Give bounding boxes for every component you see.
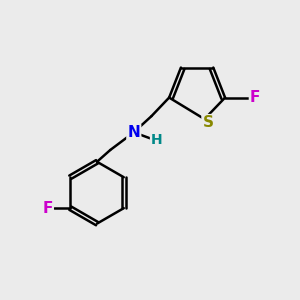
Text: N: N (128, 125, 140, 140)
Text: F: F (42, 201, 53, 216)
Text: H: H (151, 133, 163, 147)
Text: F: F (250, 90, 260, 105)
Text: S: S (202, 115, 214, 130)
